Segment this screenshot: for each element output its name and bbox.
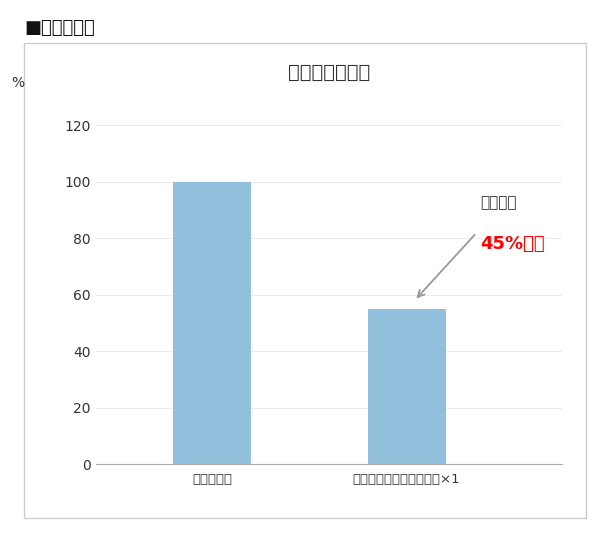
Text: 45%減少: 45%減少 bbox=[481, 234, 545, 253]
Text: %: % bbox=[12, 76, 25, 90]
Bar bbox=[368, 309, 446, 464]
Text: 活性酸素: 活性酸素 bbox=[481, 195, 517, 210]
Title: 活性酸素残存率: 活性酸素残存率 bbox=[288, 63, 370, 82]
Bar bbox=[173, 182, 251, 464]
Text: ■抗酸化作用: ■抗酸化作用 bbox=[24, 19, 94, 37]
